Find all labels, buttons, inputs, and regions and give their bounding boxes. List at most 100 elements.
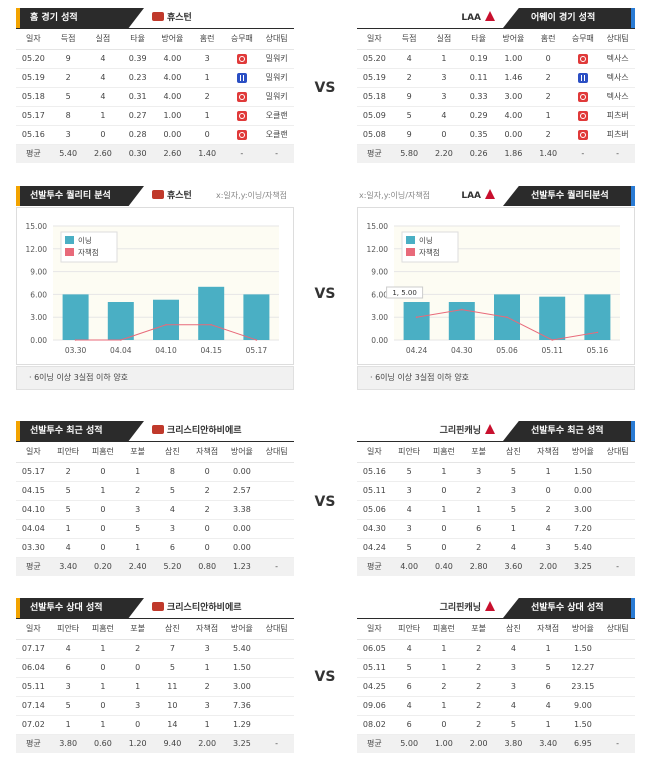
- cell-opp: 밀워키: [259, 87, 294, 107]
- x-tick-label: 04.04: [110, 346, 132, 355]
- y-tick-label: 12.00: [367, 245, 389, 254]
- table-row: 05.11 3 1 1 11 2 3.00: [16, 677, 294, 697]
- cell-era: 3.00: [496, 87, 531, 107]
- bar-innings: [403, 302, 430, 340]
- table-cell: 3: [155, 519, 190, 539]
- x-tick-label: 04.15: [200, 346, 222, 355]
- cell-date: 05.09: [357, 106, 392, 126]
- cell-result: [224, 49, 260, 69]
- vs-label-1: VS: [314, 80, 336, 96]
- table-cell: 0: [189, 538, 225, 558]
- avg-cell: 3.40: [530, 734, 566, 753]
- lose-badge-icon: [236, 110, 247, 121]
- quality-left-axis-hint: x:일자,y:이닝/자책점: [216, 191, 288, 200]
- legend-swatch: [406, 236, 415, 244]
- win-badge-icon: [577, 72, 588, 83]
- column-header: 실점: [85, 29, 121, 50]
- quality-right-chart: 0.00 3.00 6.00 9.00 12.00 15.00 04.24 04.30 05.0…: [357, 207, 635, 365]
- pitcher-vs-left-tab: 선발투수 상대 성적: [16, 598, 144, 618]
- table-cell: [600, 538, 635, 558]
- column-header: 피홈런: [426, 442, 462, 463]
- table-cell: 9.00: [565, 696, 601, 716]
- avg-cell: 평균: [357, 557, 392, 576]
- cell-date: 05.20: [16, 49, 51, 69]
- column-header: 일자: [357, 442, 392, 463]
- x-tick-label: 04.10: [155, 346, 177, 355]
- table-cell: 3: [189, 639, 225, 659]
- table-cell: 1: [50, 519, 86, 539]
- quality-left-header: 선발투수 퀄리티 분석 휴스턴 x:일자,y:이닝/자책점: [16, 186, 294, 206]
- table-cell: 2.57: [224, 481, 260, 501]
- point-earned-runs: [596, 331, 599, 334]
- angels-logo-icon: [485, 189, 495, 199]
- table-cell: 09.06: [357, 696, 392, 716]
- column-header: 타율: [120, 29, 155, 50]
- table-cell: 07.17: [16, 639, 51, 659]
- table-cell: 0: [189, 462, 225, 482]
- cell-date: 05.18: [16, 87, 51, 107]
- table-cell: 5: [530, 658, 566, 678]
- home-record-table: 일자 득점 실점 타율 방어율 홈런 승무패 상대팀 05.20 9 4 0.39 4.00 3 밀워키 0…: [16, 29, 294, 163]
- avg-cell-result: -: [565, 144, 601, 163]
- away-record-tab: 어웨이 경기 성적: [503, 8, 635, 28]
- column-header: 방어율: [224, 442, 260, 463]
- cell-avg: 0.28: [120, 125, 155, 145]
- column-header: 포볼: [461, 442, 496, 463]
- y-tick-label: 3.00: [371, 313, 388, 322]
- home-team-label: 휴스턴: [152, 8, 192, 28]
- column-header: 포볼: [120, 442, 155, 463]
- cell-avg: 0.39: [120, 49, 155, 69]
- x-tick-label: 05.06: [496, 346, 518, 355]
- cell-avg: 0.23: [120, 68, 155, 88]
- avg-cell: 3.60: [496, 557, 531, 576]
- avg-cell: -: [259, 734, 294, 753]
- cell-hr: 1: [189, 68, 225, 88]
- table-row: 05.16 3 0 0.28 0.00 0 오클랜: [16, 125, 294, 145]
- pitcher-recent-right-header: 그리핀캐닝 선발투수 최근 성적: [357, 421, 635, 441]
- average-row: 평균 5.00 1.00 2.00 3.80 3.40 6.95-: [357, 734, 635, 753]
- pitcher-vs-left-header: 선발투수 상대 성적 크리스티안하비에르: [16, 598, 294, 618]
- table-cell: 1: [85, 715, 121, 735]
- table-cell: 5: [391, 538, 427, 558]
- column-header: 포볼: [461, 619, 496, 640]
- cell-avg: 0.11: [461, 68, 496, 88]
- table-cell: [259, 677, 294, 697]
- cell-runs: 5: [391, 106, 427, 126]
- cell-runs: 5: [50, 87, 86, 107]
- avg-cell: 1.20: [120, 734, 155, 753]
- table-cell: 5: [496, 715, 531, 735]
- y-tick-label: 0.00: [371, 336, 388, 345]
- column-header: 방어율: [155, 29, 190, 50]
- table-cell: 2: [120, 639, 155, 659]
- table-cell: [259, 462, 294, 482]
- legend-label: 자책점: [78, 247, 99, 257]
- point-earned-runs: [461, 308, 463, 311]
- column-header: 자책점: [530, 442, 566, 463]
- column-header: 상대팀: [259, 29, 294, 50]
- away-record-table: 일자 득점 실점 타율 방어율 홈런 승무패 상대팀 05.20 4 1 0.19 1.00 0 텍사스 0…: [357, 29, 635, 163]
- avg-cell: 2.00: [530, 557, 566, 576]
- point-earned-runs: [255, 339, 258, 341]
- astros-logo-icon: [152, 602, 164, 611]
- cell-era: 0.00: [155, 125, 190, 145]
- cell-allowed: 3: [426, 87, 462, 107]
- column-header: 방어율: [496, 29, 531, 50]
- cell-hr: 1: [189, 106, 225, 126]
- lose-badge-icon: [236, 53, 247, 64]
- table-row: 05.08 9 0 0.35 0.00 2 피츠버: [357, 125, 635, 145]
- cell-date: 05.16: [16, 125, 51, 145]
- cell-date: 05.19: [357, 68, 392, 88]
- avg-cell: -: [259, 557, 294, 576]
- table-cell: [600, 715, 635, 735]
- table-cell: 1: [530, 639, 566, 659]
- table-cell: 0: [85, 500, 121, 520]
- table-cell: 2: [50, 462, 86, 482]
- table-row: 07.17 4 1 2 7 3 5.40: [16, 639, 294, 659]
- table-cell: 1: [426, 462, 462, 482]
- cell-hr: 2: [189, 87, 225, 107]
- avg-cell: 6.95: [565, 734, 601, 753]
- angels-logo-icon: [485, 601, 495, 611]
- tooltip-text: 1, 5.00: [392, 289, 417, 297]
- table-cell: 2: [189, 481, 225, 501]
- table-cell: 05.06: [357, 500, 392, 520]
